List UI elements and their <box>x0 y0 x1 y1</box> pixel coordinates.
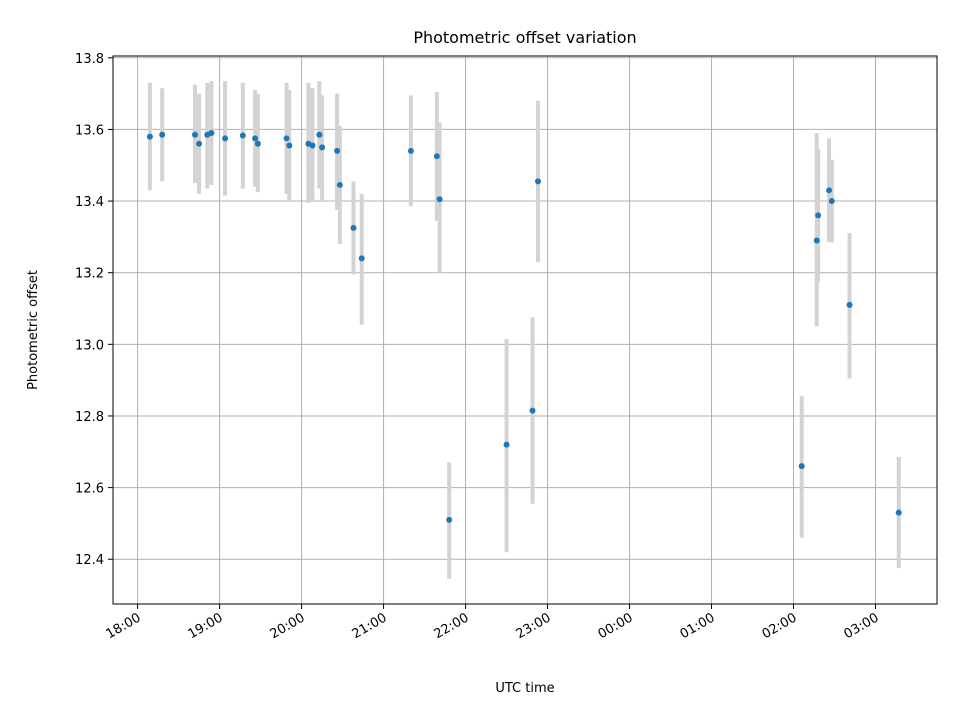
data-point <box>895 509 902 516</box>
data-points <box>146 130 902 523</box>
data-point <box>350 224 357 231</box>
x-tick-label: 22:00 <box>432 610 472 642</box>
x-tick-label: 19:00 <box>186 610 226 642</box>
data-point <box>146 133 153 140</box>
data-point <box>813 237 820 244</box>
data-point <box>798 463 805 470</box>
y-tick-label: 13.2 <box>75 267 104 282</box>
data-point <box>358 255 365 262</box>
data-point <box>436 196 443 203</box>
x-tick-label: 20:00 <box>268 610 308 642</box>
x-tick-label: 18:00 <box>104 610 144 642</box>
y-tick-label: 13.4 <box>75 195 104 210</box>
grid-lines <box>113 56 937 604</box>
data-point <box>334 147 341 154</box>
data-point <box>828 198 835 205</box>
y-axis-label: Photometric offset <box>26 270 41 390</box>
data-point <box>316 131 323 138</box>
data-point <box>222 135 229 142</box>
chart-title: Photometric offset variation <box>413 28 636 47</box>
x-tick-label: 02:00 <box>760 610 800 642</box>
data-point <box>309 142 316 149</box>
data-point <box>336 181 343 188</box>
y-tick-label: 13.0 <box>75 338 104 353</box>
data-point <box>196 140 203 147</box>
data-point <box>503 441 510 448</box>
x-axis-label: UTC time <box>495 681 554 696</box>
data-point <box>254 140 261 147</box>
y-tick-label: 12.4 <box>75 553 104 568</box>
data-point <box>446 516 453 523</box>
y-tick-label: 13.6 <box>75 123 104 138</box>
data-point <box>815 212 822 219</box>
x-axis-ticks: 18:00 19:00 20:00 21:00 22:00 23:00 00:00 01:00… <box>104 604 882 642</box>
data-point <box>283 135 290 142</box>
x-tick-label: 01:00 <box>678 610 718 642</box>
data-point <box>252 135 259 142</box>
data-point <box>407 147 414 154</box>
data-point <box>286 142 293 149</box>
data-point <box>529 407 536 414</box>
x-tick-label: 03:00 <box>842 610 882 642</box>
data-point <box>433 153 440 160</box>
data-point <box>534 178 541 185</box>
data-point <box>159 131 166 138</box>
data-point <box>826 187 833 194</box>
x-tick-label: 21:00 <box>350 610 390 642</box>
data-point <box>846 301 853 308</box>
data-point <box>208 130 215 137</box>
x-tick-label: 23:00 <box>514 610 554 642</box>
y-tick-label: 12.8 <box>75 410 104 425</box>
plot-frame <box>112 55 938 605</box>
data-point <box>191 131 198 138</box>
y-tick-label: 12.6 <box>75 482 104 497</box>
error-bars <box>147 81 901 579</box>
data-point <box>239 132 246 139</box>
data-point <box>319 144 326 151</box>
x-tick-label: 00:00 <box>596 610 636 642</box>
y-axis-ticks: 12.4 12.6 12.8 13.0 13.2 13.4 13.6 13.8 <box>75 52 113 568</box>
y-tick-label: 13.8 <box>75 52 104 67</box>
